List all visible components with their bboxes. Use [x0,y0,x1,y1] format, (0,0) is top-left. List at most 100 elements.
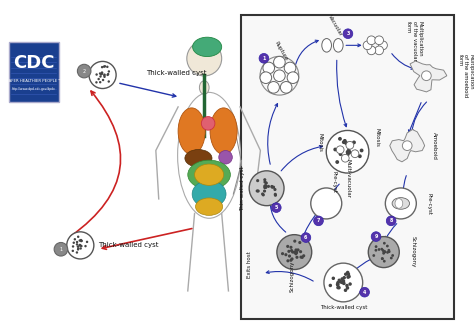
Circle shape [332,277,335,280]
Text: Rupture: Rupture [274,41,289,62]
Circle shape [311,188,342,219]
Ellipse shape [322,38,331,52]
Circle shape [338,152,342,156]
Text: SAFER HEALTHIER PEOPLE™: SAFER HEALTHIER PEOPLE™ [6,79,61,83]
Circle shape [79,244,81,246]
Ellipse shape [333,38,343,52]
Text: 2: 2 [82,69,86,73]
Circle shape [264,184,267,187]
Circle shape [340,277,344,281]
Circle shape [264,186,267,189]
Circle shape [375,36,383,45]
Circle shape [280,81,292,93]
Circle shape [102,79,104,81]
Circle shape [293,251,296,254]
FancyBboxPatch shape [9,42,59,102]
Text: 5: 5 [274,205,278,210]
Text: 1: 1 [59,247,63,252]
Circle shape [76,251,78,254]
Circle shape [382,249,384,252]
Circle shape [352,140,356,144]
Circle shape [301,233,311,242]
Text: Multiplication
of the amoeboid
form: Multiplication of the amoeboid form [457,54,474,97]
Text: Multi-vacuolar: Multi-vacuolar [345,159,350,198]
Text: Thick-walled cyst: Thick-walled cyst [319,305,367,310]
Circle shape [262,193,265,196]
Circle shape [346,271,349,274]
Circle shape [73,242,75,244]
Circle shape [263,186,266,189]
Circle shape [379,41,387,50]
Circle shape [336,146,344,154]
Circle shape [382,252,385,255]
Circle shape [345,284,349,287]
Text: Pre-cyst: Pre-cyst [331,171,337,193]
Circle shape [390,257,392,260]
Circle shape [367,46,376,55]
Circle shape [344,289,347,292]
Text: Mitosis: Mitosis [374,128,379,147]
Ellipse shape [185,150,212,167]
Circle shape [367,36,376,45]
Circle shape [106,66,109,68]
Text: http://www.dpd.cdc.gov/dpdx: http://www.dpd.cdc.gov/dpdx [12,86,55,90]
Ellipse shape [178,108,205,154]
Circle shape [77,236,80,238]
Circle shape [374,249,377,252]
Circle shape [299,250,302,253]
Circle shape [89,62,116,88]
Circle shape [99,72,101,75]
Circle shape [108,70,110,73]
Circle shape [360,149,364,152]
Circle shape [107,73,109,75]
Circle shape [383,260,386,262]
Circle shape [371,232,381,241]
Text: Schizogony: Schizogony [411,236,416,268]
Circle shape [84,245,87,247]
PathPatch shape [410,61,447,92]
Text: 6: 6 [304,235,308,240]
Circle shape [363,41,372,50]
Circle shape [295,251,298,254]
Circle shape [103,73,106,76]
Circle shape [263,189,266,193]
Circle shape [264,180,266,184]
Circle shape [336,283,339,287]
Ellipse shape [219,151,232,164]
Circle shape [80,245,82,247]
Circle shape [187,41,222,76]
Circle shape [77,248,79,251]
Circle shape [76,243,78,246]
Circle shape [302,254,305,257]
Circle shape [341,154,349,162]
Circle shape [101,71,103,74]
Text: 7: 7 [317,218,320,223]
Circle shape [326,130,369,173]
Circle shape [301,256,304,259]
Circle shape [73,238,76,241]
Text: 1: 1 [262,56,265,61]
Ellipse shape [188,160,230,189]
Circle shape [267,185,270,188]
Circle shape [336,286,340,289]
Circle shape [294,248,298,252]
Circle shape [286,245,289,248]
Ellipse shape [192,180,226,208]
Circle shape [337,279,341,282]
Circle shape [298,241,301,244]
Ellipse shape [192,37,222,57]
Circle shape [76,241,78,243]
Circle shape [386,251,389,254]
Circle shape [287,250,291,253]
Circle shape [101,66,103,69]
Circle shape [335,160,339,164]
Circle shape [378,248,381,251]
Circle shape [100,73,102,75]
PathPatch shape [390,129,425,162]
Circle shape [383,251,385,253]
Circle shape [284,62,296,74]
Text: Thick-walled cyst: Thick-walled cyst [98,242,158,248]
Circle shape [99,81,101,83]
Circle shape [358,154,362,158]
Circle shape [342,140,346,144]
